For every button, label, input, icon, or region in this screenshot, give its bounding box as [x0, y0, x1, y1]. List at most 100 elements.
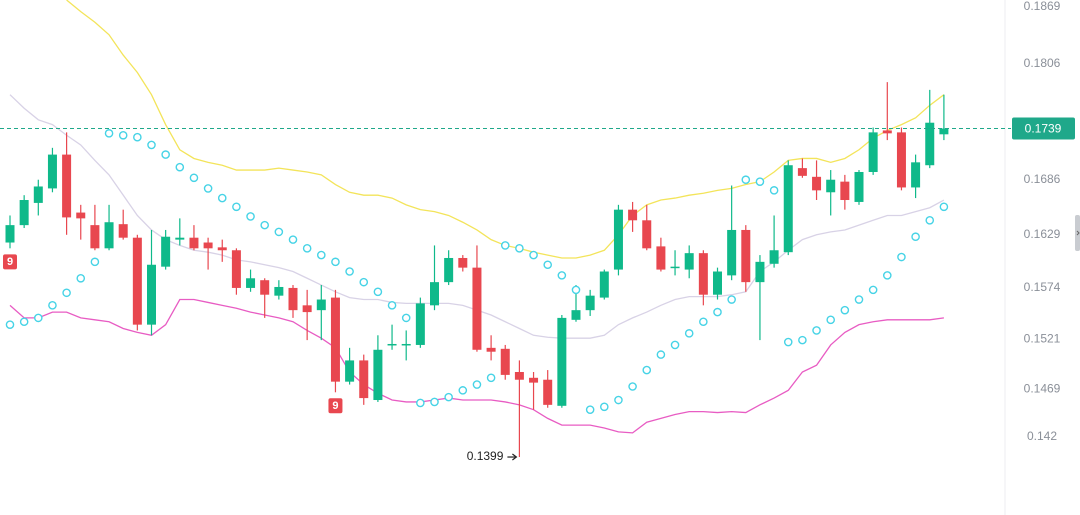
- candle-body: [882, 130, 892, 134]
- candle-body: [826, 179, 836, 193]
- sar-dot: [769, 186, 779, 195]
- candle-body: [415, 303, 425, 345]
- sar-dot: [387, 301, 397, 310]
- candle-body: [642, 220, 652, 249]
- sar-dot: [670, 340, 680, 350]
- candle-body: [359, 360, 369, 399]
- sar-dot: [543, 260, 553, 270]
- sar-dot: [500, 241, 510, 250]
- td-badge-label: 9: [7, 256, 13, 268]
- sar-dot: [883, 271, 892, 280]
- candle-body: [585, 295, 595, 311]
- sar-dot: [48, 301, 57, 310]
- candle-body: [189, 237, 199, 249]
- sar-dot: [444, 392, 453, 402]
- y-tick-label: 0.1574: [1024, 280, 1061, 294]
- sar-dot: [642, 365, 652, 375]
- low-price-label: 0.1399: [467, 449, 504, 463]
- candle-body: [613, 209, 623, 270]
- candle-body: [670, 266, 680, 269]
- sar-dot: [614, 395, 623, 405]
- sar-dot: [939, 202, 949, 212]
- sar-dot: [19, 317, 29, 327]
- candle-body: [769, 250, 779, 264]
- candle-body: [797, 168, 807, 176]
- candle-body: [76, 212, 86, 219]
- sar-dot: [741, 175, 751, 185]
- scroll-handle[interactable]: [1075, 215, 1080, 251]
- sar-dot: [5, 320, 15, 329]
- plot-area: 9 9 0.1399: [3, 0, 949, 463]
- candle-body: [444, 257, 454, 283]
- sar-dot: [755, 177, 765, 186]
- candle-body: [896, 132, 906, 188]
- sar-dot: [727, 295, 736, 304]
- sar-dot: [684, 329, 694, 338]
- candle-body: [925, 122, 935, 166]
- sar-dot: [260, 220, 270, 230]
- sar-dot: [90, 257, 100, 267]
- y-tick-label: 0.1806: [1024, 56, 1061, 70]
- candle-body: [656, 246, 666, 270]
- sar-dot: [161, 150, 170, 159]
- candle-body: [486, 347, 496, 352]
- sar-dot: [529, 250, 538, 260]
- sar-dot: [118, 130, 128, 140]
- sar-dot: [840, 305, 850, 315]
- scroll-arrow: [1076, 230, 1080, 236]
- candle-body: [231, 250, 241, 288]
- candle-body: [783, 165, 793, 253]
- sar-dot: [217, 193, 227, 203]
- sar-dot: [430, 397, 439, 407]
- td-badge: [328, 398, 343, 414]
- candle-body: [246, 278, 256, 288]
- sar-dot: [147, 140, 156, 150]
- sar-dot: [34, 313, 43, 323]
- candle-body: [430, 282, 439, 306]
- sar-dot: [175, 162, 185, 172]
- candle-body: [684, 253, 694, 270]
- td-badge-label: 9: [332, 400, 338, 412]
- candle-body: [557, 317, 567, 406]
- candle-body: [599, 271, 609, 298]
- td-badge: [3, 254, 17, 270]
- candle-body: [500, 348, 510, 375]
- candle-body: [571, 310, 581, 320]
- sar-dot: [359, 277, 369, 287]
- sar-dot: [345, 267, 354, 276]
- candle-body: [401, 343, 411, 346]
- y-tick-label: 0.142: [1027, 429, 1057, 443]
- candle-body: [147, 264, 156, 325]
- candle-body: [514, 371, 524, 380]
- sar-dot: [557, 271, 567, 280]
- candle-body: [840, 181, 850, 201]
- sar-dot: [302, 244, 312, 253]
- price-label-box: [1012, 117, 1075, 140]
- candle-body: [727, 229, 737, 276]
- sar-dot: [571, 285, 581, 295]
- sar-dot: [699, 317, 708, 327]
- low-arrow-head: [512, 453, 518, 461]
- sar-dot: [316, 250, 326, 260]
- y-tick-label: 0.1469: [1024, 382, 1061, 396]
- sar-dot: [812, 326, 821, 335]
- sar-dot: [76, 273, 86, 283]
- candle-body: [5, 225, 15, 243]
- overlay-line: [9, 298, 944, 434]
- sar-dot: [331, 257, 340, 267]
- sar-dot: [62, 288, 71, 298]
- candle-body: [203, 242, 213, 249]
- candle-body: [628, 209, 638, 221]
- candle-body: [387, 343, 397, 346]
- sar-dot: [373, 287, 383, 297]
- y-tick-label: 0.1686: [1024, 172, 1061, 186]
- candle-body: [373, 349, 383, 401]
- candle-body: [217, 247, 227, 251]
- sar-dot: [515, 244, 524, 253]
- candle-body: [62, 154, 72, 218]
- sar-dot: [189, 173, 199, 183]
- candle-body: [19, 200, 29, 226]
- candle-body: [755, 261, 765, 283]
